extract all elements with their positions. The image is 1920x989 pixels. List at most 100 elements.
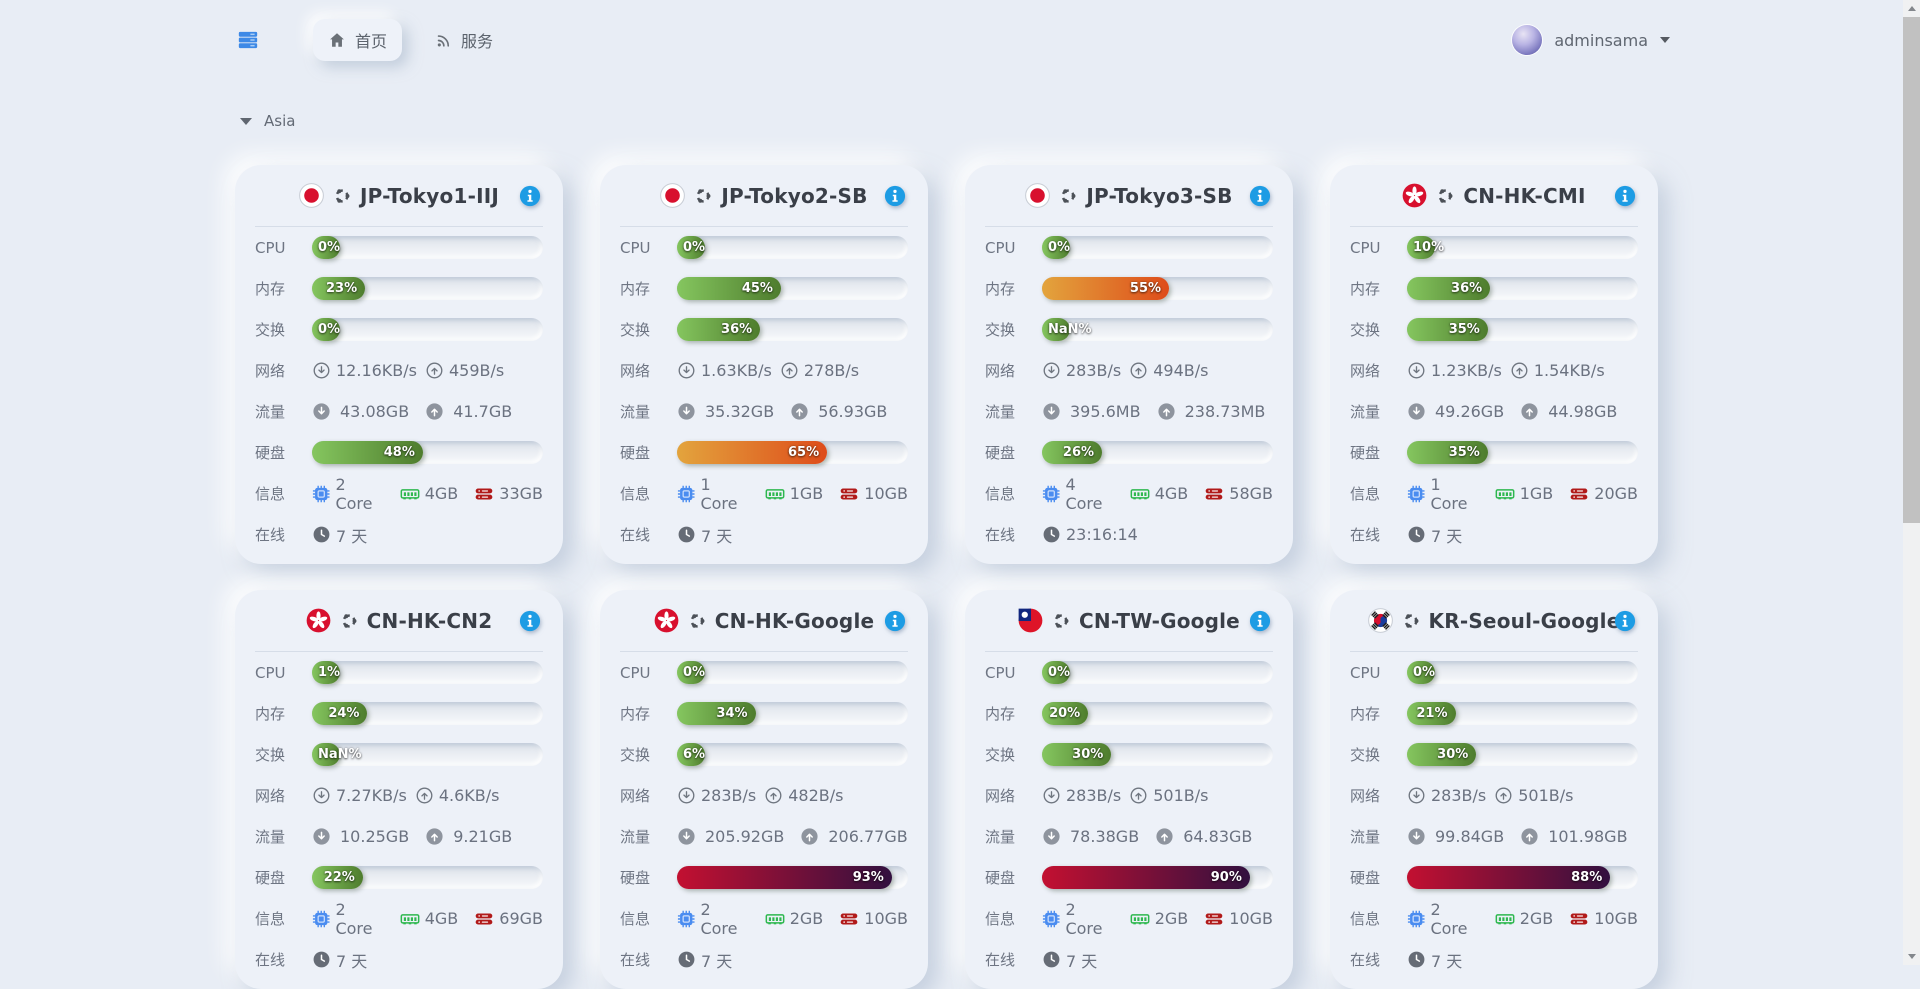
country-flag-icon bbox=[660, 183, 685, 208]
info-row: 信息 2 Core 2GB 10GB bbox=[1350, 898, 1638, 939]
traffic-row-label: 流量 bbox=[985, 828, 1016, 846]
server-name: CN-HK-CN2 bbox=[366, 608, 493, 633]
cpu-chip-icon bbox=[677, 909, 695, 929]
online-row: 在线 7 天 bbox=[1350, 514, 1638, 555]
disk-usage-bar: 48% bbox=[312, 441, 543, 464]
memory-percent: 55% bbox=[1129, 281, 1162, 296]
cpu-row: CPU 0% bbox=[985, 652, 1273, 693]
ram-size: 2GB bbox=[1519, 909, 1554, 928]
caret-down-icon bbox=[1660, 37, 1670, 43]
disk-size-pair: 33GB bbox=[474, 484, 543, 504]
clock-icon bbox=[312, 950, 331, 969]
info-row-label: 信息 bbox=[620, 485, 651, 503]
upload-speed: 494B/s bbox=[1153, 361, 1209, 380]
total-download-pair: 43.08GB bbox=[312, 402, 409, 421]
cpu-cores-pair: 2 Core bbox=[312, 475, 384, 513]
arrow-down-circle-solid-icon bbox=[1042, 827, 1061, 846]
arrow-down-circle-icon bbox=[312, 361, 331, 380]
download-speed: 1.23KB/s bbox=[1431, 361, 1502, 380]
cpu-cores: 2 Core bbox=[335, 474, 373, 513]
arrow-down-circle-solid-icon bbox=[312, 402, 331, 421]
scroll-up-icon bbox=[1907, 6, 1916, 11]
server-card: JP-Tokyo1-IIJ CPU 0% 内存 23% 交换 0% 网络 bbox=[235, 165, 563, 564]
server-cards-grid: JP-Tokyo1-IIJ CPU 0% 内存 23% 交换 0% 网络 bbox=[235, 165, 1920, 989]
user-menu[interactable]: adminsama bbox=[1512, 25, 1670, 55]
scrollbar-down-button[interactable] bbox=[1903, 948, 1920, 965]
info-icon[interactable] bbox=[519, 185, 541, 207]
total-upload-pair: 64.83GB bbox=[1155, 827, 1252, 846]
info-icon[interactable] bbox=[884, 610, 906, 632]
memory-row: 内存 23% bbox=[255, 268, 543, 309]
memory-row-label: 内存 bbox=[620, 705, 651, 723]
swap-row: 交换 NaN% bbox=[255, 734, 543, 775]
cpu-cores-pair: 2 Core bbox=[1407, 900, 1479, 938]
info-icon[interactable] bbox=[1614, 610, 1636, 632]
scrollbar-thumb[interactable] bbox=[1903, 17, 1920, 523]
info-icon[interactable] bbox=[884, 185, 906, 207]
upload-speed-pair: 4.6KB/s bbox=[415, 786, 500, 805]
clock-icon bbox=[677, 525, 696, 544]
memory-usage-bar: 20% bbox=[1042, 702, 1273, 725]
swap-row-label: 交换 bbox=[1350, 321, 1381, 339]
cpu-row: CPU 0% bbox=[620, 227, 908, 268]
network-row-label: 网络 bbox=[255, 787, 286, 805]
disk-percent: 48% bbox=[383, 445, 415, 460]
total-upload: 101.98GB bbox=[1548, 827, 1628, 846]
cpu-row-label: CPU bbox=[1350, 238, 1381, 257]
server-name: CN-TW-Google bbox=[1079, 608, 1240, 633]
memory-usage-bar: 34% bbox=[677, 702, 908, 725]
arrow-up-circle-solid-icon bbox=[425, 827, 444, 846]
uptime: 7 天 bbox=[336, 951, 368, 971]
disk-size: 58GB bbox=[1229, 484, 1273, 503]
ram-size-pair: 4GB bbox=[400, 484, 458, 504]
info-icon[interactable] bbox=[1614, 185, 1636, 207]
cpu-row: CPU 10% bbox=[1350, 227, 1638, 268]
ram-size-pair: 4GB bbox=[400, 909, 458, 929]
clock-icon bbox=[1042, 525, 1061, 544]
server-card-header: KR-Seoul-Google bbox=[1350, 590, 1638, 652]
scrollbar[interactable] bbox=[1903, 0, 1920, 965]
server-stack-menu-icon[interactable] bbox=[237, 29, 259, 51]
scrollbar-up-button[interactable] bbox=[1903, 0, 1920, 17]
total-download-pair: 35.32GB bbox=[677, 402, 774, 421]
download-speed: 283B/s bbox=[1066, 786, 1122, 805]
memory-usage-bar: 21% bbox=[1407, 702, 1638, 725]
upload-speed-pair: 278B/s bbox=[780, 361, 859, 380]
disk-row: 硬盘 26% bbox=[985, 432, 1273, 473]
disk-row-label: 硬盘 bbox=[1350, 444, 1381, 462]
cpu-chip-icon bbox=[677, 484, 695, 504]
upload-speed: 4.6KB/s bbox=[438, 786, 500, 805]
traffic-row-label: 流量 bbox=[985, 403, 1016, 421]
cpu-cores-pair: 1 Core bbox=[677, 475, 749, 513]
info-icon[interactable] bbox=[1249, 610, 1271, 632]
memory-row: 内存 20% bbox=[985, 693, 1273, 734]
uptime-pair: 7 天 bbox=[677, 523, 732, 547]
upload-speed-pair: 1.54KB/s bbox=[1510, 361, 1605, 380]
swap-row: 交换 35% bbox=[1350, 309, 1638, 350]
cpu-cores-pair: 4 Core bbox=[1042, 475, 1114, 513]
disk-row: 硬盘 90% bbox=[985, 857, 1273, 898]
server-card-header: JP-Tokyo1-IIJ bbox=[255, 165, 543, 227]
tab-home[interactable]: 首页 bbox=[313, 19, 403, 61]
clock-icon bbox=[1407, 525, 1426, 544]
swap-usage-bar: 30% bbox=[1407, 743, 1638, 766]
cpu-row-label: CPU bbox=[985, 663, 1016, 682]
upload-speed: 501B/s bbox=[1518, 786, 1574, 805]
swap-usage-bar: 6% bbox=[677, 743, 908, 766]
server-card: CN-HK-CMI CPU 10% 内存 36% 交换 35% 网络 bbox=[1330, 165, 1658, 564]
memory-percent: 24% bbox=[328, 706, 360, 721]
country-flag-icon bbox=[306, 608, 331, 633]
memory-percent: 36% bbox=[1451, 281, 1483, 296]
disk-size: 69GB bbox=[499, 909, 543, 928]
disk-size-pair: 20GB bbox=[1569, 484, 1638, 504]
disk-percent: 88% bbox=[1571, 870, 1603, 885]
info-icon[interactable] bbox=[1249, 185, 1271, 207]
total-upload: 41.7GB bbox=[453, 402, 513, 421]
ram-size: 1GB bbox=[789, 484, 824, 503]
upload-speed: 501B/s bbox=[1153, 786, 1209, 805]
info-row: 信息 4 Core 4GB 58GB bbox=[985, 473, 1273, 514]
total-upload: 64.83GB bbox=[1183, 827, 1253, 846]
info-icon[interactable] bbox=[519, 610, 541, 632]
tab-services[interactable]: 服务 bbox=[420, 19, 508, 61]
section-asia-toggle[interactable]: Asia bbox=[240, 112, 1920, 130]
